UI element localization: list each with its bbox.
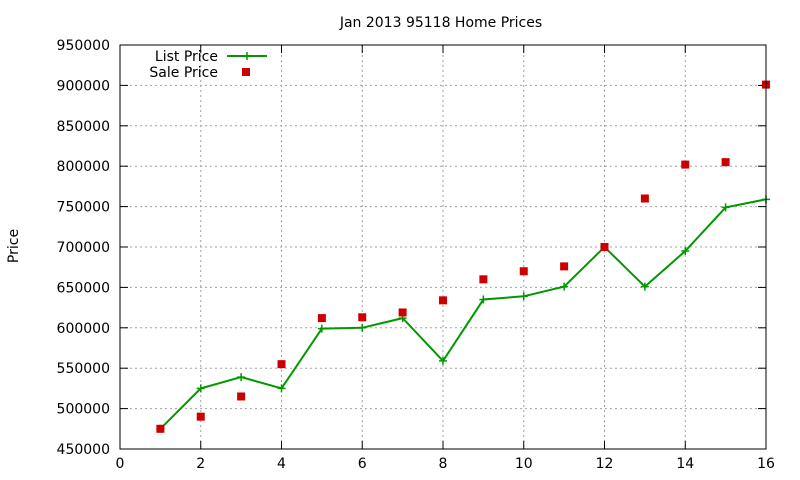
data-point <box>681 160 690 169</box>
data-point <box>317 314 326 323</box>
y-tick-label: 550000 <box>57 361 110 377</box>
y-tick-label: 600000 <box>57 321 110 337</box>
y-axis-label: Price <box>6 229 22 263</box>
legend-swatch-marker <box>242 68 250 76</box>
x-tick-label: 4 <box>277 456 286 472</box>
chart-title: Jan 2013 95118 Home Prices <box>339 15 542 31</box>
data-point <box>681 247 690 256</box>
x-tick-label: 16 <box>757 456 775 472</box>
data-point <box>479 275 488 284</box>
data-point <box>237 392 246 401</box>
data-point <box>439 296 447 305</box>
series-0 <box>156 195 770 433</box>
legend-label: Sale Price <box>149 65 218 81</box>
data-point <box>640 194 649 203</box>
data-point <box>600 243 609 251</box>
data-point <box>317 324 326 333</box>
x-tick-label: 12 <box>596 456 614 472</box>
x-tick-label: 8 <box>439 456 448 472</box>
grid-lines <box>120 45 766 449</box>
y-tick-label: 850000 <box>57 119 110 135</box>
data-point <box>519 267 528 276</box>
data-point <box>479 295 488 304</box>
data-point <box>196 384 205 393</box>
y-tick-label: 650000 <box>57 280 110 296</box>
data-point <box>277 360 286 369</box>
data-point <box>519 292 528 301</box>
legend-swatch-marker <box>243 52 251 60</box>
data-point <box>398 308 407 317</box>
data-series <box>156 80 770 433</box>
data-point <box>237 373 246 382</box>
data-point <box>196 412 205 421</box>
data-point <box>640 282 649 291</box>
y-tick-label: 800000 <box>57 159 110 175</box>
x-tick-label: 2 <box>196 456 205 472</box>
y-tick-label: 700000 <box>57 240 110 256</box>
series-1 <box>156 80 770 433</box>
y-tick-label: 450000 <box>57 442 110 458</box>
data-point <box>156 424 165 433</box>
x-tick-label: 0 <box>116 456 125 472</box>
data-point <box>439 356 447 365</box>
tick-labels: 0 2 4 6 8 10 12 14 16 450000 500000 550000 600000 650… <box>57 38 775 472</box>
x-tick-label: 6 <box>358 456 367 472</box>
x-tick-label: 10 <box>515 456 533 472</box>
y-tick-label: 900000 <box>57 78 110 94</box>
data-point <box>560 282 569 291</box>
legend-label: List Price <box>155 49 218 65</box>
y-tick-label: 750000 <box>57 200 110 216</box>
y-tick-label: 500000 <box>57 402 110 418</box>
x-tick-label: 14 <box>676 456 694 472</box>
data-point <box>358 313 367 322</box>
data-point <box>721 203 730 212</box>
data-point <box>358 323 367 332</box>
y-tick-label: 950000 <box>57 38 110 54</box>
data-point <box>560 262 569 271</box>
series-line <box>159 198 767 430</box>
plot-frame <box>119 44 767 450</box>
data-point <box>721 158 730 167</box>
data-point <box>277 384 286 393</box>
